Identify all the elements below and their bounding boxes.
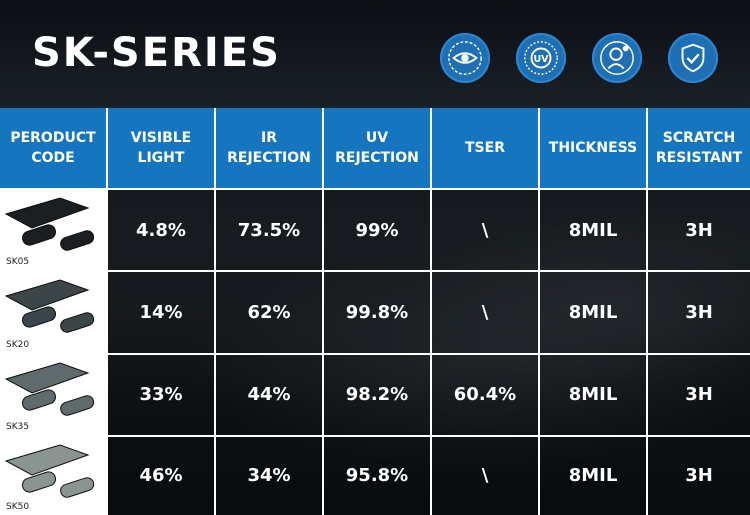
product-cell: SK20 [0,271,108,355]
product-cell: SK35 [0,353,108,437]
film-roll [60,394,95,416]
column-header-uv-rejection: UV REJECTION [323,108,432,190]
column-header-tser: TSER [431,108,540,190]
tser-value: 60.4% [431,353,540,437]
table-header-row: PERODUCT CODE VISIBLE LIGHT IR REJECTION… [0,108,750,190]
thickness-value: 8MIL [539,189,648,273]
tser-value: \ [431,435,540,515]
film-roll [21,306,57,328]
table-row: SK35 33% 44% 98.2% 60.4% 8MIL 3H [0,353,750,437]
film-roll [60,230,95,251]
page-title: SK-SERIES [32,30,281,76]
film-roll [21,389,57,411]
film-roll-image [4,279,95,334]
scratch-resistant-value: 3H [647,189,750,273]
ir-rejection-value: 73.5% [215,189,324,273]
film-roll [60,477,95,498]
film-roll-image [4,197,95,251]
column-header-scratch-resistant: SCRATCH RESISTANT [647,108,750,190]
film-roll [21,224,57,246]
thickness-value: 8MIL [539,435,648,515]
ir-rejection-value: 34% [215,435,324,515]
film-sheet [4,362,90,394]
table-row: SK20 14% 62% 99.8% \ 8MIL 3H [0,271,750,355]
column-header-ir-rejection: IR REJECTION [215,108,324,190]
column-header-product-code: PERODUCT CODE [0,108,108,190]
film-roll-image [4,362,95,416]
specs-table: PERODUCT CODE VISIBLE LIGHT IR REJECTION… [0,108,750,515]
eye-icon [440,33,490,83]
uv-rejection-value: 99.8% [323,271,432,355]
film-sheet [4,279,90,311]
shield-check-icon [668,33,718,83]
tser-value: \ [431,189,540,273]
uv-rejection-value: 95.8% [323,435,432,515]
product-code: SK05 [6,257,30,268]
scratch-resistant-value: 3H [647,435,750,515]
ir-rejection-value: 62% [215,271,324,355]
thickness-value: 8MIL [539,353,648,437]
visible-light-value: 33% [107,353,216,437]
film-sheet [4,197,90,229]
person-heat-icon [592,33,642,83]
svg-text:UV: UV [533,54,549,65]
product-cell: SK05 [0,189,108,273]
visible-light-value: 4.8% [107,189,216,273]
column-header-thickness: THICKNESS [539,108,648,190]
visible-light-value: 46% [107,435,216,515]
product-code: SK20 [6,339,30,350]
table-row: SK50 46% 34% 95.8% \ 8MIL 3H [0,435,750,515]
ir-rejection-value: 44% [215,353,324,437]
scratch-resistant-value: 3H [647,271,750,355]
product-code: SK50 [6,502,30,512]
film-roll [60,312,95,334]
uv-rejection-value: 99% [323,189,432,273]
thickness-value: 8MIL [539,271,648,355]
product-code: SK35 [6,421,30,432]
visible-light-value: 14% [107,271,216,355]
tser-value: \ [431,271,540,355]
uv-icon: UV [516,33,566,83]
product-cell: SK50 [0,435,108,515]
film-roll [21,471,57,493]
table-row: SK05 4.8% 73.5% 99% \ 8MIL 3H [0,189,750,273]
uv-rejection-value: 98.2% [323,353,432,437]
column-header-visible-light: VISIBLE LIGHT [107,108,216,190]
scratch-resistant-value: 3H [647,353,750,437]
film-sheet [4,444,90,476]
film-roll-image [4,444,95,498]
